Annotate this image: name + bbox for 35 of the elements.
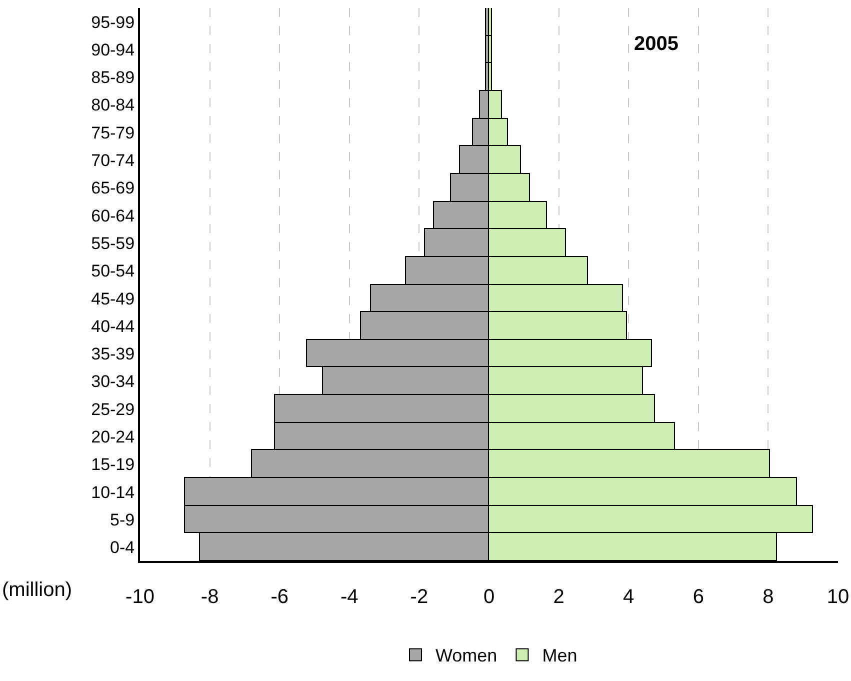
y-tick-label: 25-29 xyxy=(91,400,135,419)
y-tick-label: 15-19 xyxy=(91,455,135,474)
y-tick-label: 45-49 xyxy=(91,289,135,308)
legend-label: Men xyxy=(542,646,578,666)
y-tick-label: 65-69 xyxy=(91,178,135,198)
y-tick-label: 55-59 xyxy=(91,234,135,253)
y-tick-label: 90-94 xyxy=(91,40,135,60)
x-tick-label: -6 xyxy=(270,586,288,608)
y-tick-label: 70-74 xyxy=(91,151,135,170)
y-tick-label: 75-79 xyxy=(91,123,135,142)
x-tick-label: -8 xyxy=(200,586,219,608)
y-tick-label: 20-24 xyxy=(91,428,135,447)
x-tick-label: 6 xyxy=(692,586,704,608)
x-tick-label: 2 xyxy=(553,586,564,608)
y-tick-label: 95-99 xyxy=(91,12,135,32)
x-tick-label: 8 xyxy=(762,586,774,608)
x-axis-title: (million) xyxy=(2,579,72,601)
x-tick-label: 0 xyxy=(483,586,495,608)
x-tick-label: -10 xyxy=(126,586,154,608)
x-tick-label: -4 xyxy=(340,586,358,608)
x-tick-label: 4 xyxy=(623,586,634,608)
y-tick-label: 0-4 xyxy=(110,538,135,558)
y-tick-label: 60-64 xyxy=(91,206,135,226)
legend-label: Women xyxy=(436,646,498,666)
annotation: 2005 xyxy=(634,33,678,55)
y-tick-label: 40-44 xyxy=(91,316,135,336)
y-tick-label: 10-14 xyxy=(91,482,135,502)
y-tick-label: 50-54 xyxy=(91,262,135,281)
y-tick-label: 35-39 xyxy=(91,344,135,364)
y-tick-label: 85-89 xyxy=(91,68,135,88)
y-tick-label: 30-34 xyxy=(91,372,135,392)
y-tick-label: 5-9 xyxy=(110,510,135,530)
x-tick-label: -2 xyxy=(410,586,428,608)
y-tick-label: 80-84 xyxy=(91,96,135,115)
x-tick-label: 10 xyxy=(826,586,850,608)
